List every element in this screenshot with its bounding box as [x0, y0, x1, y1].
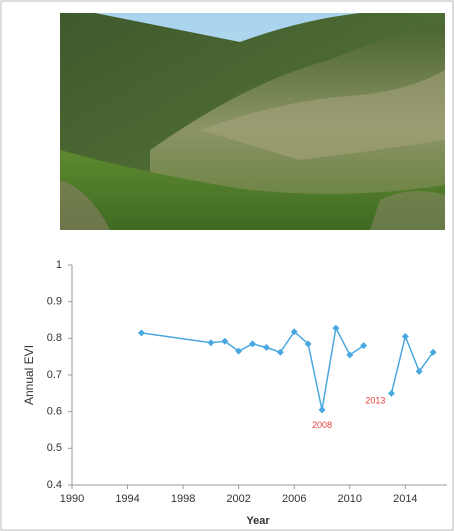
point: [207, 339, 215, 347]
point: [221, 337, 229, 345]
point: [346, 351, 354, 359]
photo: [60, 13, 445, 230]
point: [360, 342, 368, 350]
y-tick-label: 0.4: [47, 479, 62, 491]
x-tick-label: 1990: [60, 493, 84, 505]
point: [137, 329, 145, 337]
point: [262, 344, 270, 351]
x-tick-label: 1994: [115, 493, 139, 505]
annotation: 2013: [365, 396, 385, 406]
x-tick-label: 2010: [338, 493, 362, 505]
point: [235, 347, 243, 355]
point: [249, 340, 257, 348]
x-tick-label: 2002: [226, 493, 250, 505]
y-tick-label: 1: [56, 259, 62, 271]
y-tick-label: 0.9: [47, 296, 62, 308]
point: [401, 333, 409, 340]
y-tick-label: 0.5: [47, 442, 62, 454]
point: [318, 406, 326, 414]
x-tick-label: 2006: [282, 493, 306, 505]
x-tick-label: 2014: [393, 493, 417, 505]
y-tick-label: 0.8: [47, 332, 62, 344]
point: [429, 348, 437, 356]
x-tick-label: 1998: [171, 493, 195, 505]
x-axis-label: Year: [246, 515, 270, 527]
point: [387, 389, 395, 397]
point: [415, 367, 423, 375]
point: [276, 348, 284, 356]
point: [304, 340, 312, 348]
annotation: 2008: [312, 420, 332, 430]
y-tick-label: 0.7: [47, 369, 62, 381]
point: [290, 328, 298, 336]
point: [332, 324, 340, 332]
y-axis-label: Annual EVI: [22, 345, 36, 405]
y-tick-label: 0.6: [47, 406, 62, 418]
